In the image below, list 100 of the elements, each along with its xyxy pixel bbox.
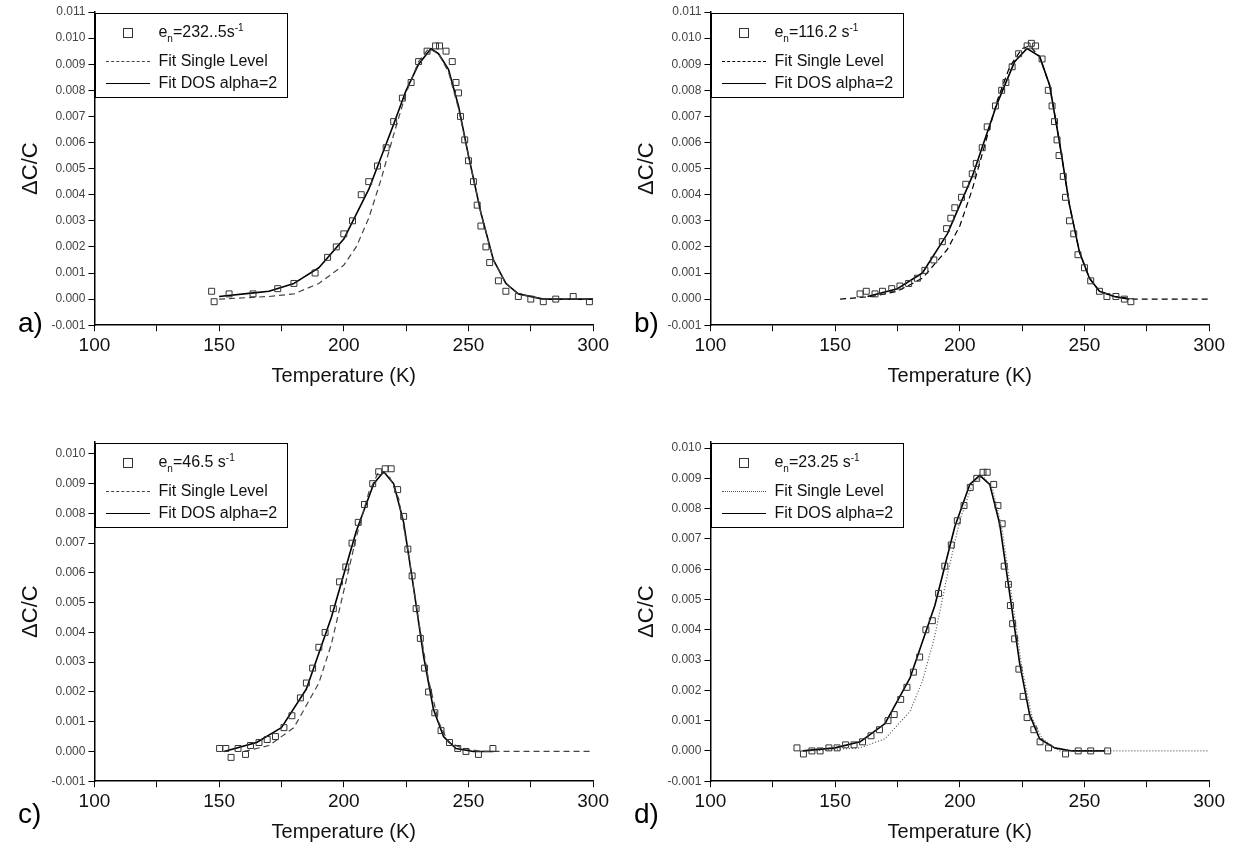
point bbox=[922, 626, 930, 634]
point bbox=[442, 47, 450, 55]
point bbox=[859, 738, 867, 746]
x-tick-label: 150 bbox=[203, 789, 235, 811]
y-tick-label: 0.007 bbox=[671, 108, 702, 123]
point bbox=[342, 563, 350, 571]
legend-label: Fit DOS alpha=2 bbox=[774, 502, 894, 523]
point bbox=[1038, 55, 1046, 63]
y-tick-label: 0.007 bbox=[55, 535, 86, 550]
point bbox=[242, 750, 250, 758]
point bbox=[274, 285, 282, 293]
text: a) bbox=[18, 307, 43, 339]
point bbox=[876, 726, 883, 734]
point bbox=[486, 259, 494, 267]
point bbox=[1030, 726, 1038, 734]
point bbox=[962, 180, 970, 188]
point bbox=[816, 747, 824, 755]
point bbox=[1062, 750, 1069, 758]
point bbox=[998, 86, 1006, 94]
x-axis-title: Temperature (K) bbox=[271, 363, 417, 386]
point bbox=[1006, 602, 1014, 610]
point bbox=[288, 712, 296, 720]
point bbox=[263, 736, 271, 744]
point bbox=[903, 683, 911, 691]
point bbox=[938, 238, 946, 246]
x-tick-label: 250 bbox=[1068, 789, 1101, 811]
point bbox=[1062, 193, 1069, 201]
y-tick-label: 0.005 bbox=[55, 160, 86, 175]
x-tick-label: 100 bbox=[78, 333, 111, 355]
point bbox=[1104, 747, 1112, 755]
point bbox=[862, 287, 870, 295]
point bbox=[972, 159, 980, 167]
y-tick-label: 0.005 bbox=[671, 160, 702, 175]
point bbox=[421, 664, 429, 672]
y-tick-label: 0.004 bbox=[55, 624, 86, 639]
point bbox=[951, 204, 959, 212]
y-tick-label: 0.000 bbox=[671, 291, 702, 306]
point bbox=[871, 290, 879, 298]
point bbox=[799, 750, 807, 758]
point bbox=[994, 502, 1002, 510]
y-axis-title: ΔC/C bbox=[17, 585, 43, 638]
y-tick-label: 0.009 bbox=[671, 470, 702, 485]
point bbox=[375, 468, 383, 476]
point bbox=[321, 628, 329, 636]
point bbox=[415, 58, 423, 66]
point bbox=[249, 290, 257, 298]
point bbox=[1015, 665, 1023, 673]
point bbox=[311, 269, 319, 277]
point bbox=[457, 112, 464, 120]
point bbox=[1087, 747, 1095, 755]
point bbox=[465, 157, 472, 165]
y-tick-label: 0.009 bbox=[55, 475, 86, 490]
y-tick-label: 0.001 bbox=[55, 714, 86, 728]
x-tick-label: 300 bbox=[577, 789, 609, 811]
x-axis-title: Temperature (K) bbox=[887, 819, 1033, 842]
point bbox=[947, 541, 955, 549]
point bbox=[216, 745, 224, 752]
point bbox=[324, 253, 332, 261]
point bbox=[437, 727, 445, 735]
text: c) bbox=[18, 798, 42, 830]
point bbox=[867, 732, 875, 740]
point bbox=[255, 739, 263, 746]
point bbox=[329, 605, 337, 613]
point bbox=[315, 643, 323, 651]
x-tick-label: 200 bbox=[327, 333, 360, 355]
point bbox=[1011, 635, 1019, 643]
point bbox=[332, 243, 340, 251]
y-axis-title: ΔC/C bbox=[633, 585, 659, 638]
x-tick-label: 150 bbox=[819, 789, 851, 811]
point bbox=[382, 144, 390, 152]
point bbox=[1074, 251, 1082, 259]
legend-label: Fit Single Level bbox=[158, 50, 268, 71]
point bbox=[1008, 63, 1016, 71]
point bbox=[432, 42, 440, 50]
legend-label: Fit DOS alpha=2 bbox=[774, 72, 894, 93]
point bbox=[489, 745, 497, 752]
y-tick-label: 0.000 bbox=[671, 743, 702, 758]
point bbox=[373, 162, 381, 170]
y-tick-label: 0.002 bbox=[55, 239, 86, 254]
y-tick-label: 0.006 bbox=[55, 565, 86, 580]
y-tick-label: 0.008 bbox=[671, 82, 702, 97]
text: d) bbox=[634, 798, 659, 830]
x-tick-label: 150 bbox=[203, 333, 235, 355]
y-tick-label: 0.007 bbox=[55, 108, 86, 123]
point bbox=[1004, 580, 1012, 588]
point bbox=[953, 517, 961, 525]
point bbox=[309, 664, 317, 672]
y-tick-label: 0.003 bbox=[671, 213, 702, 228]
point bbox=[947, 214, 955, 222]
point bbox=[404, 545, 412, 553]
point bbox=[431, 709, 439, 717]
y-tick-label: 0.004 bbox=[55, 187, 86, 202]
point bbox=[991, 102, 999, 110]
x-tick-label: 250 bbox=[452, 789, 485, 811]
point bbox=[998, 520, 1006, 528]
point bbox=[978, 144, 986, 152]
legend-label: Fit Single Level bbox=[774, 480, 884, 501]
point bbox=[1059, 172, 1067, 180]
y-tick-label: 0.010 bbox=[55, 446, 86, 461]
y-tick-label: 0.006 bbox=[671, 134, 702, 149]
